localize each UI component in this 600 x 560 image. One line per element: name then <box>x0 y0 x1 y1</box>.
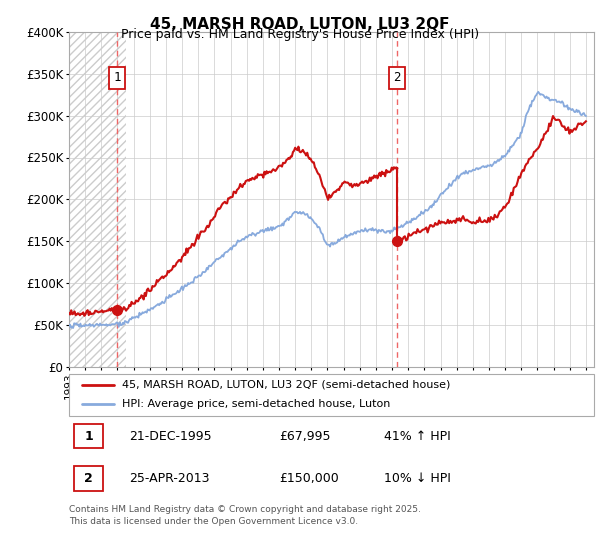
Text: 25-APR-2013: 25-APR-2013 <box>130 472 210 485</box>
Text: 45, MARSH ROAD, LUTON, LU3 2QF (semi-detached house): 45, MARSH ROAD, LUTON, LU3 2QF (semi-det… <box>121 380 450 390</box>
FancyBboxPatch shape <box>74 424 103 449</box>
Text: 2: 2 <box>394 72 401 85</box>
Bar <box>69 32 125 367</box>
Text: 2: 2 <box>85 472 93 485</box>
Text: Contains HM Land Registry data © Crown copyright and database right 2025.
This d: Contains HM Land Registry data © Crown c… <box>69 505 421 526</box>
Text: 1: 1 <box>85 430 93 443</box>
Text: 1: 1 <box>113 72 121 85</box>
Text: £67,995: £67,995 <box>279 430 331 443</box>
FancyBboxPatch shape <box>74 466 103 491</box>
Text: 41% ↑ HPI: 41% ↑ HPI <box>384 430 451 443</box>
Text: HPI: Average price, semi-detached house, Luton: HPI: Average price, semi-detached house,… <box>121 399 390 409</box>
Text: 10% ↓ HPI: 10% ↓ HPI <box>384 472 451 485</box>
Text: £150,000: £150,000 <box>279 472 339 485</box>
FancyBboxPatch shape <box>69 374 594 416</box>
Text: Price paid vs. HM Land Registry's House Price Index (HPI): Price paid vs. HM Land Registry's House … <box>121 28 479 41</box>
Text: 45, MARSH ROAD, LUTON, LU3 2QF: 45, MARSH ROAD, LUTON, LU3 2QF <box>150 17 450 32</box>
Text: 21-DEC-1995: 21-DEC-1995 <box>130 430 212 443</box>
